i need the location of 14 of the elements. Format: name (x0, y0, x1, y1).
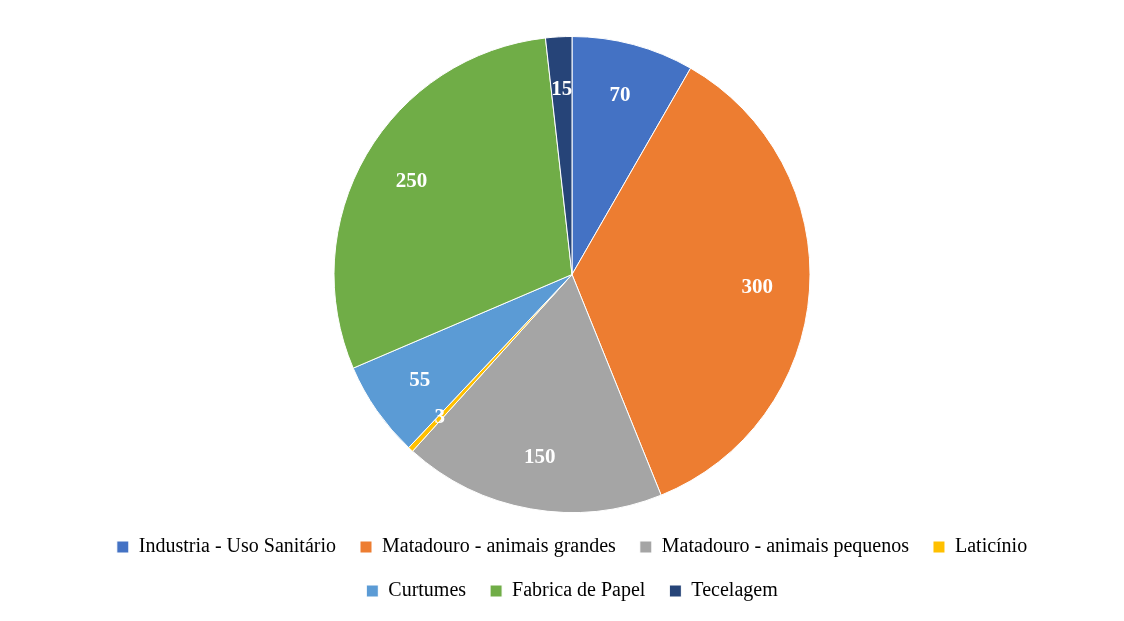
data-label: 150 (523, 443, 556, 468)
legend-label: Tecelagem (691, 578, 779, 602)
data-label: 250 (395, 167, 428, 192)
data-label: 300 (741, 273, 773, 298)
data-label: 15 (551, 75, 573, 100)
data-label: 70 (609, 81, 631, 106)
legend-label: Fabrica de Papel (512, 578, 646, 602)
legend-label: Laticínio (954, 534, 1028, 557)
legend-label: Curtumes (388, 578, 467, 601)
data-label: 55 (409, 367, 431, 392)
data-label: 3 (434, 404, 445, 429)
legend-label: Matadouro - animais grandes (382, 534, 617, 558)
legend-label: Industria - Uso Sanitário (138, 534, 337, 557)
legend-label: Matadouro - animais pequenos (661, 534, 910, 558)
